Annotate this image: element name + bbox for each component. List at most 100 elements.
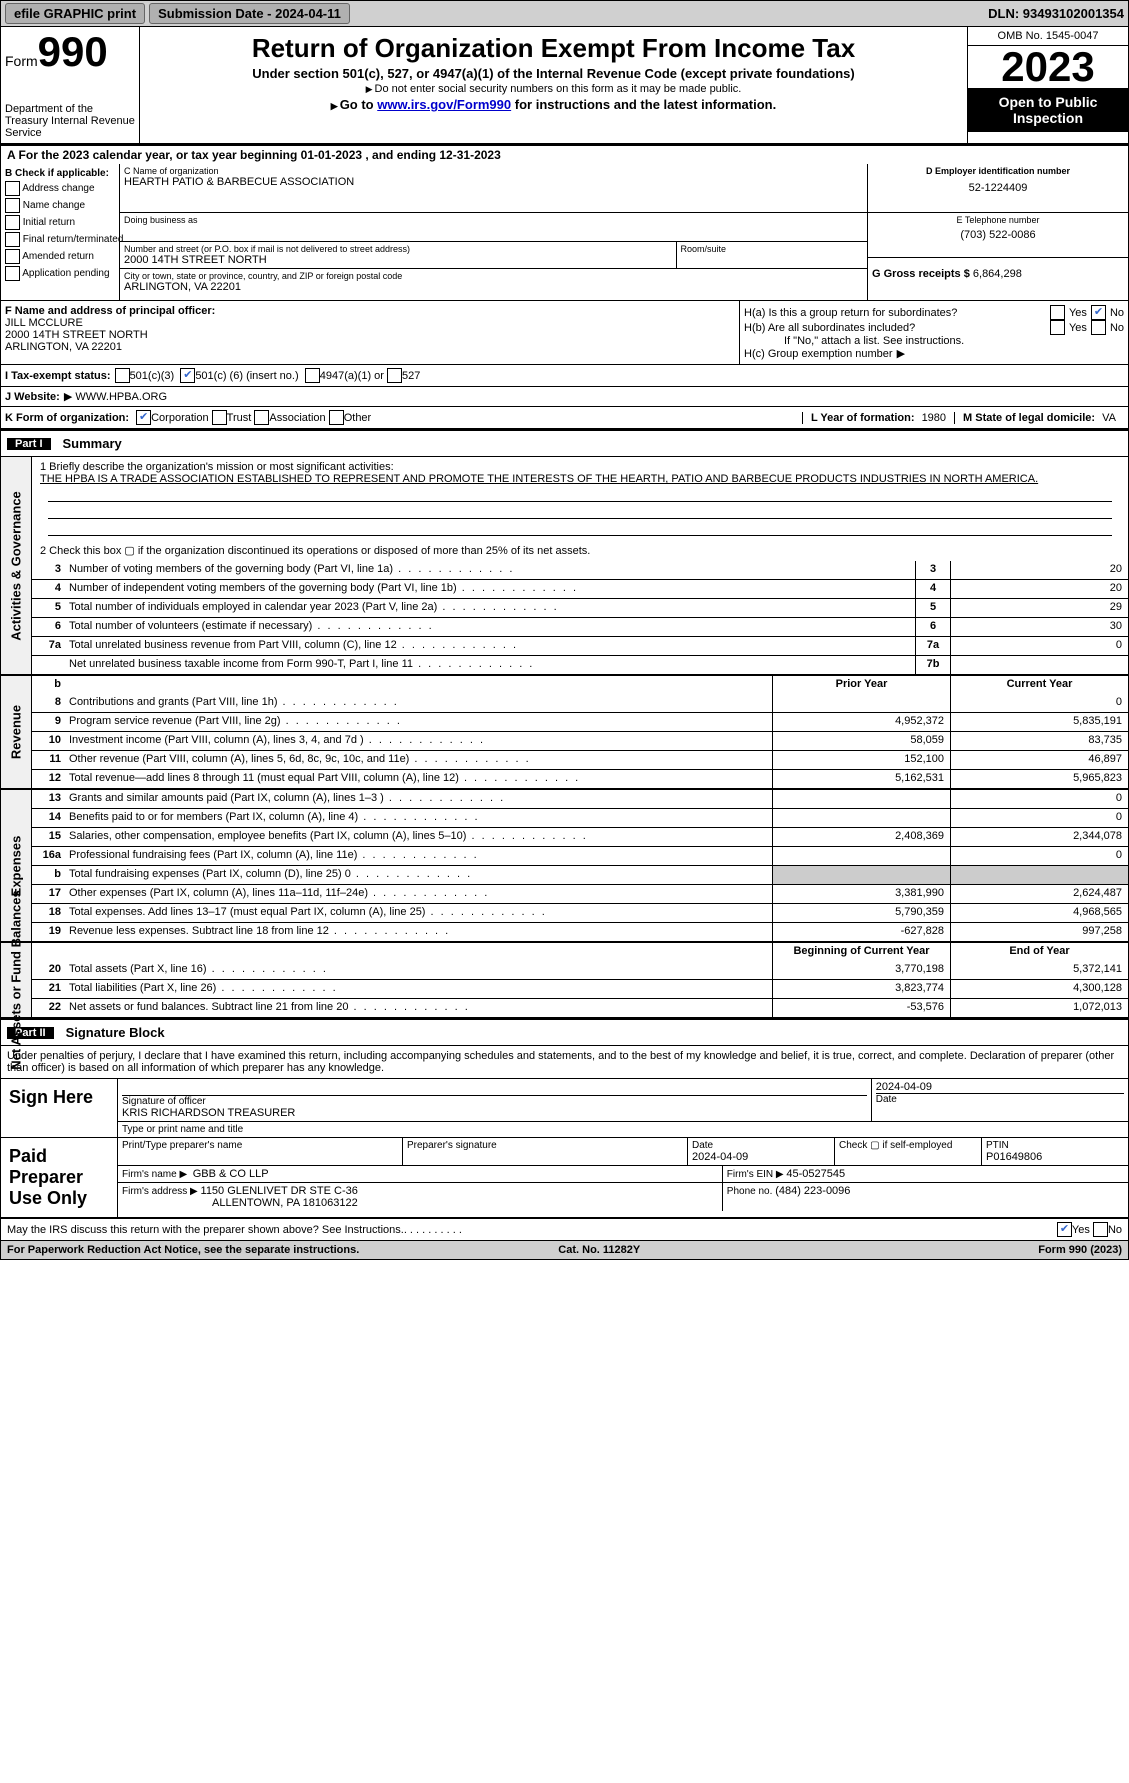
line-klm: K Form of organization: Corporation Trus… [1,407,1128,430]
page-footer: For Paperwork Reduction Act Notice, see … [1,1240,1128,1259]
part1-header: Part I Summary [1,430,1128,457]
sidebar-revenue: Revenue [1,676,32,788]
data-line: 10Investment income (Part VIII, column (… [32,731,1128,750]
signature-intro: Under penalties of perjury, I declare th… [1,1046,1128,1079]
arrow-icon: ▶ [897,347,905,360]
check-name-change[interactable] [5,198,20,213]
efile-badge: efile GRAPHIC print [5,3,145,24]
data-line: 12Total revenue—add lines 8 through 11 (… [32,769,1128,788]
data-line: 17Other expenses (Part IX, column (A), l… [32,884,1128,903]
dept-treasury: Department of the Treasury Internal Reve… [5,103,135,139]
hb-yes[interactable] [1050,320,1065,335]
street: 2000 14TH STREET NORTH [124,254,672,266]
gov-line: 6Total number of volunteers (estimate if… [32,617,1128,636]
i-501c[interactable] [180,368,195,383]
officer-name: JILL MCCLURE [5,317,735,329]
officer-block: F Name and address of principal officer:… [1,301,739,364]
data-line: 14Benefits paid to or for members (Part … [32,808,1128,827]
goto-suffix: for instructions and the latest informat… [515,97,776,112]
col-c: C Name of organization HEARTH PATIO & BA… [120,164,867,300]
gov-line: 4Number of independent voting members of… [32,579,1128,598]
data-line: 9Program service revenue (Part VIII, lin… [32,712,1128,731]
form-subtitle: Under section 501(c), 527, or 4947(a)(1)… [150,66,957,81]
data-line: bTotal fundraising expenses (Part IX, co… [32,865,1128,884]
year-formation: 1980 [922,412,946,424]
submission-date: Submission Date - 2024-04-11 [149,3,350,24]
sign-here-block: Sign Here Signature of officer KRIS RICH… [1,1079,1128,1138]
firm-ein: 45-0527545 [786,1168,845,1180]
section-fh: F Name and address of principal officer:… [1,301,1128,365]
org-name: HEARTH PATIO & BARBECUE ASSOCIATION [124,176,863,188]
city: ARLINGTON, VA 22201 [124,281,863,293]
form-footer: Form 990 (2023) [1038,1244,1122,1256]
col-deg: D Employer identification number 52-1224… [867,164,1128,300]
gov-line: 3Number of voting members of the governi… [32,561,1128,579]
gov-line: Net unrelated business taxable income fr… [32,655,1128,674]
data-line: 18Total expenses. Add lines 13–17 (must … [32,903,1128,922]
website: WWW.HPBA.ORG [75,391,167,403]
officer-sig-name: KRIS RICHARDSON TREASURER [122,1107,867,1119]
k-other[interactable] [329,410,344,425]
goto-link[interactable]: www.irs.gov/Form990 [377,97,511,112]
k-trust[interactable] [212,410,227,425]
header-center: Return of Organization Exempt From Incom… [140,27,967,143]
col-b: B Check if applicable: Address change Na… [1,164,120,300]
i-4947[interactable] [305,368,320,383]
hb-no[interactable] [1091,320,1106,335]
gross-receipts: 6,864,298 [973,268,1022,280]
data-line: 20Total assets (Part X, line 16)3,770,19… [32,961,1128,979]
netassets-block: Net Assets or Fund Balances Beginning of… [1,943,1128,1019]
discuss-no[interactable] [1093,1222,1108,1237]
dln: DLN: 93493102001354 [988,6,1124,21]
revenue-block: Revenue b Prior Year Current Year 8Contr… [1,676,1128,790]
net-header: Beginning of Current Year End of Year [32,943,1128,961]
h-block: H(a) Is this a group return for subordin… [739,301,1128,364]
ha-no[interactable] [1091,305,1106,320]
check-address-change[interactable] [5,181,20,196]
firm-addr2: ALLENTOWN, PA 181063122 [122,1197,358,1209]
ha-yes[interactable] [1050,305,1065,320]
ein: 52-1224409 [872,182,1124,194]
form-number-block: Form990 Department of the Treasury Inter… [1,27,140,143]
hb-note: If "No," attach a list. See instructions… [744,335,1124,347]
data-line: 8Contributions and grants (Part VIII, li… [32,694,1128,712]
sidebar-netassets: Net Assets or Fund Balances [1,943,32,1017]
i-527[interactable] [387,368,402,383]
expenses-block: Expenses 13Grants and similar amounts pa… [1,790,1128,943]
firm-phone: (484) 223-0096 [775,1185,850,1197]
firm-addr1: 1150 GLENLIVET DR STE C-36 [201,1185,358,1197]
phone: (703) 522-0086 [872,229,1124,241]
check-amended[interactable] [5,249,20,264]
data-line: 11Other revenue (Part VIII, column (A), … [32,750,1128,769]
sig-date: 2024-04-09 [876,1081,1124,1093]
form-header: Form990 Department of the Treasury Inter… [1,27,1128,145]
paid-preparer-block: Paid Preparer Use Only Print/Type prepar… [1,1138,1128,1218]
tax-year: 2023 [968,46,1128,88]
gov-line: 7aTotal unrelated business revenue from … [32,636,1128,655]
check-initial-return[interactable] [5,215,20,230]
governance-block: Activities & Governance 1 Briefly descri… [1,457,1128,676]
data-line: 19Revenue less expenses. Subtract line 1… [32,922,1128,941]
check-final-return[interactable] [5,232,20,247]
officer-street: 2000 14TH STREET NORTH [5,329,735,341]
firm-name: GBB & CO LLP [193,1168,269,1180]
part2-header: Part II Signature Block [1,1019,1128,1046]
cat-no: Cat. No. 11282Y [558,1244,640,1256]
check-app-pending[interactable] [5,266,20,281]
k-corp[interactable] [136,410,151,425]
mission-block: 1 Briefly describe the organization's mi… [32,457,1128,561]
data-line: 13Grants and similar amounts paid (Part … [32,790,1128,808]
form-990-page: efile GRAPHIC print Submission Date - 20… [0,0,1129,1260]
sidebar-governance: Activities & Governance [1,457,32,674]
rev-header: b Prior Year Current Year [32,676,1128,694]
discuss-row: May the IRS discuss this return with the… [1,1218,1128,1240]
prep-date: 2024-04-09 [692,1151,830,1163]
gov-line: 5Total number of individuals employed in… [32,598,1128,617]
i-501c3[interactable] [115,368,130,383]
discuss-yes[interactable] [1057,1222,1072,1237]
header-right: OMB No. 1545-0047 2023 Open to Public In… [967,27,1128,143]
arrow-icon: ▶ [64,390,72,403]
k-assoc[interactable] [254,410,269,425]
open-inspection: Open to Public Inspection [968,88,1128,132]
state-domicile: VA [1102,412,1116,424]
